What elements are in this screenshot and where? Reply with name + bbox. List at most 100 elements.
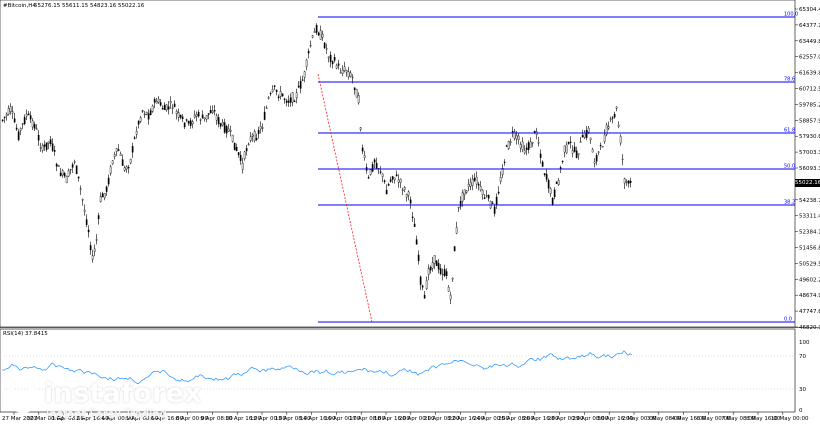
candle-body (505, 145, 508, 147)
price-tick-label: 49602.20 (799, 277, 820, 283)
time-tick-label: 26 Apr 16:00 (523, 416, 559, 422)
price-tick-label: 65304.40 (799, 7, 820, 13)
candle-body (399, 178, 402, 183)
candle-body (99, 196, 102, 202)
candle-body (495, 196, 498, 205)
price-tick-label: 59785.20 (799, 102, 820, 108)
candle-body (97, 215, 100, 219)
candle-body (105, 186, 108, 192)
time-tick-label: 29 Apr 08:00 (572, 416, 608, 422)
price-tick-label: 52384.10 (799, 230, 820, 236)
candle-body (77, 176, 80, 179)
time-tick-label: 4 May 16:00 (672, 416, 707, 422)
candle-body (569, 141, 572, 143)
fibonacci-retracement[interactable]: 100.0 78.6 61.8 50.0 38.2 0.0 (318, 12, 798, 323)
candle-body (371, 164, 374, 172)
candle-body (471, 179, 474, 186)
candle-body (21, 123, 24, 125)
candle-body (339, 72, 342, 74)
price-tick-label: 53311.40 (799, 214, 820, 220)
candle-body (435, 260, 438, 267)
candle-body (451, 277, 454, 280)
candle-body (577, 153, 580, 155)
price-tick-label: 50529.50 (799, 261, 820, 267)
candle-body (19, 128, 22, 131)
candle-body (531, 142, 534, 144)
fib-trend-line[interactable] (317, 73, 373, 323)
candle-body (597, 151, 600, 153)
candle-body (549, 188, 552, 194)
candle-body (529, 141, 532, 148)
price-tick-label: 51456.80 (799, 246, 820, 252)
candle-body (585, 130, 588, 138)
candle-body (547, 180, 550, 189)
price-tick-label: 46820.30 (799, 325, 820, 331)
watermark-brand: instaforex (44, 378, 203, 409)
candle-body (545, 173, 548, 180)
candle-body (459, 200, 462, 207)
candle-body (143, 113, 146, 116)
candle-body (67, 170, 70, 177)
candle-body (503, 161, 506, 163)
price-tick-label: 57930.60 (799, 134, 820, 140)
candle-body (263, 111, 266, 120)
candle-body (551, 197, 554, 205)
candle-body (157, 98, 160, 103)
candle-body (623, 178, 626, 184)
candle-body (3, 116, 6, 118)
rsi-pane-frame (0, 328, 796, 413)
candle-body (381, 173, 384, 178)
time-tick-label: 2 Apr 16:00 (76, 416, 109, 422)
candle-body (229, 129, 232, 132)
candle-body (289, 97, 292, 103)
price-tick-label: 62557.00 (799, 55, 820, 61)
candle-body (607, 126, 610, 129)
candle-body (389, 179, 392, 182)
candle-body (511, 131, 514, 133)
candle-body (359, 127, 362, 130)
candle-body (301, 79, 304, 81)
price-tick-label: 54238.70 (799, 198, 820, 204)
candle-body (207, 113, 210, 115)
candle-body (487, 194, 490, 199)
candle-body (525, 147, 528, 150)
candle-body (59, 172, 62, 177)
rsi-indicator-line (0, 350, 795, 390)
time-tick-label: 3 May 08:00 (647, 416, 682, 422)
candle-body (307, 50, 310, 54)
candle-body (281, 93, 284, 97)
candle-body (401, 189, 404, 191)
candle-body (421, 285, 424, 288)
candle-body (533, 130, 536, 133)
candle-body (201, 114, 204, 119)
candle-body (333, 57, 336, 61)
candle-body (47, 141, 50, 144)
candle-body (249, 136, 252, 141)
rsi-title: RSI(14) 37.8415 (3, 331, 48, 337)
time-tick-label: 13 Apr 08:00 (275, 416, 311, 422)
candle-body (75, 165, 78, 175)
candle-body (237, 152, 240, 155)
candle-body (221, 121, 224, 126)
candle-body (493, 206, 496, 214)
candle-body (243, 151, 246, 159)
candle-body (215, 115, 218, 121)
candle-body (627, 180, 630, 184)
candle-body (317, 32, 320, 36)
candle-body (139, 117, 142, 122)
candle-body (431, 262, 434, 269)
candle-body (37, 135, 40, 141)
candle-body (261, 127, 264, 129)
fib-level-label: 78.6 (784, 77, 795, 83)
candle-body (409, 199, 412, 204)
candle-body (453, 246, 456, 252)
candle-body (519, 144, 522, 149)
candle-body (311, 35, 314, 38)
candle-body (383, 180, 386, 183)
time-tick-label: 1 Apr 08:00 (52, 416, 85, 422)
candle-body (423, 294, 426, 299)
candle-body (257, 129, 260, 134)
candle-body (327, 56, 330, 59)
